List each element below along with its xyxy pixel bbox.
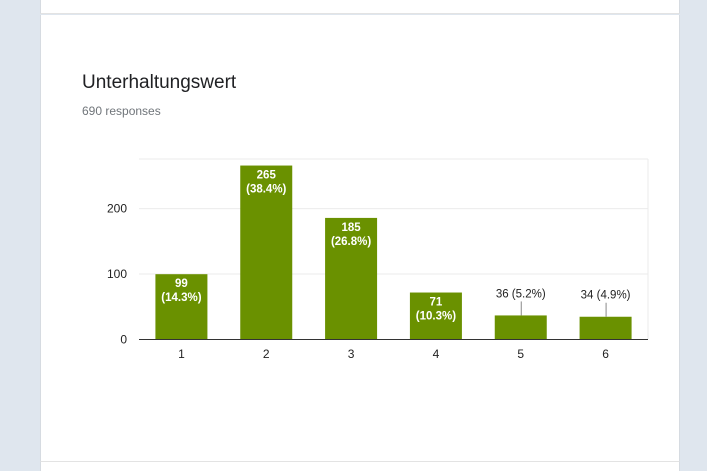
data-label: 185 bbox=[341, 222, 361, 234]
bar bbox=[240, 165, 293, 339]
response-count: 690 responses bbox=[82, 104, 161, 118]
y-tick-label: 100 bbox=[107, 267, 127, 281]
data-label: 265 bbox=[257, 170, 277, 182]
data-label: 36 (5.2%) bbox=[496, 288, 546, 300]
data-label: 99 bbox=[175, 278, 188, 290]
x-tick-label: 4 bbox=[433, 347, 440, 361]
bar bbox=[155, 274, 208, 339]
y-tick-label: 200 bbox=[107, 202, 127, 216]
data-label: 71 bbox=[430, 297, 443, 309]
data-label: 34 (4.9%) bbox=[581, 290, 631, 302]
grid-layer bbox=[139, 158, 649, 339]
x-tick-label: 6 bbox=[602, 347, 609, 361]
data-label: (38.4%) bbox=[246, 184, 286, 196]
bar bbox=[579, 316, 632, 339]
x-tick-label: 2 bbox=[263, 347, 270, 361]
y-tick-label: 0 bbox=[120, 333, 127, 347]
data-label: (14.3%) bbox=[161, 292, 201, 304]
data-label: (26.8%) bbox=[331, 236, 371, 248]
x-tick-label: 1 bbox=[178, 347, 185, 361]
bar bbox=[325, 217, 378, 339]
data-label: (10.3%) bbox=[416, 311, 456, 323]
x-tick-label: 3 bbox=[348, 347, 355, 361]
next-card-edge bbox=[40, 461, 680, 471]
question-card: Unterhaltungswert 690 responses 99 (14.3%… bbox=[40, 15, 680, 461]
bars-layer: 99 (14.3%) 265 (38.4%) 185 (26.8%) 71 (10.3%) 36… bbox=[155, 165, 632, 339]
x-tick-label: 5 bbox=[517, 347, 524, 361]
previous-card-edge bbox=[40, 0, 680, 14]
bar-chart: 99(14.3%)265(38.4%)185(26.8%)71(10.3%)36… bbox=[107, 158, 649, 361]
bar bbox=[494, 315, 547, 339]
question-title: Unterhaltungswert bbox=[82, 72, 237, 93]
bar bbox=[409, 292, 462, 339]
axis-layer: 0 100 200 1 2 3 4 5 6 bbox=[107, 202, 648, 361]
